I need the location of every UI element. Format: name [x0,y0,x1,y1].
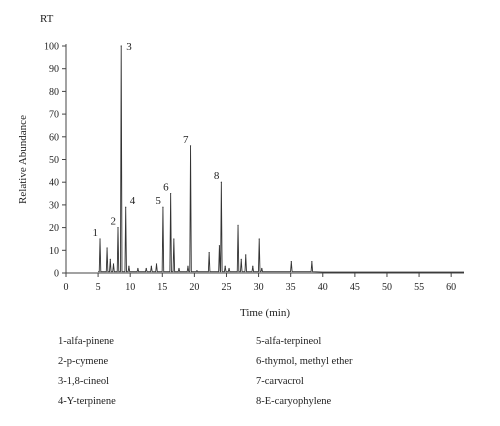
peak-point [245,254,247,256]
legend-entry: 4-Y-terpinene [58,396,116,407]
legend-entry: 6-thymol, methyl ether [256,356,353,367]
peak-label-6: 6 [163,182,169,194]
peak-label-3: 3 [126,41,132,53]
peak-point [258,238,260,240]
x-tick-label: 10 [125,282,135,293]
chromatogram-chart: 0 10 20 30 40 50 60 70 80 90 100 0 5 10 15 20 25 30 35 40 45… [17,13,464,319]
compound-legend: 1-alfa-pinene 2-p-cymene 3-1,8-cineol 4-Y-t… [58,336,478,416]
peak-point [162,206,164,208]
x-tick-label: 20 [189,282,199,293]
peak-point [145,267,147,270]
peak-label-2: 2 [110,216,116,228]
chromatogram-trace [98,45,464,273]
legend-entry: 3-1,8-cineol [58,376,110,387]
peak-label-1: 1 [93,227,99,239]
peak-point [311,261,313,263]
peak-point [128,265,130,267]
peak-point [237,224,239,226]
legend-entry: 5-alfa-terpineol [256,336,322,347]
x-tick-label: 40 [318,282,328,293]
legend-entry: 2-p-cymene [58,356,109,367]
peak-point [220,181,222,183]
peak-label-5: 5 [155,195,161,207]
peak-point [189,145,192,147]
peak-point [150,265,152,267]
peak-point [261,267,263,270]
y-tick-label: 0 [54,269,59,280]
peak-point [99,238,101,240]
x-tick-label: 0 [64,282,69,293]
y-tick-label: 60 [49,132,59,143]
x-tick-label: 45 [350,282,360,293]
peak-point [228,267,230,270]
peak-label-7: 7 [183,134,189,146]
x-tick-label: 5 [96,282,101,293]
corner-rt-label: RT [40,13,54,25]
y-tick-label: 20 [49,223,59,234]
peak-label-4: 4 [130,195,136,207]
peak-point [224,265,226,267]
peak-point [112,263,115,265]
legend-entry: 8-E-caryophylene [256,396,332,407]
peak-point [208,251,210,254]
legend-entry: 7-carvacrol [256,376,304,387]
peak-point [218,245,221,247]
peak-label-8: 8 [214,170,220,182]
peak-point [173,238,175,240]
peak-point [170,192,172,195]
peak-point [252,265,254,267]
peak-point [240,258,242,260]
y-tick-label: 40 [49,178,59,189]
y-tick-label: 30 [49,200,59,211]
x-tick-label: 35 [286,282,296,293]
peak-point [187,265,189,267]
x-tick-label: 25 [221,282,231,293]
y-tick-label: 50 [49,155,59,166]
peak-point [137,267,139,270]
peak-point [109,258,111,260]
x-axis-title: Time (min) [240,307,290,319]
x-tick-label: 30 [254,282,264,293]
peak-point [106,247,108,249]
peak-point [155,263,158,265]
y-tick-label: 70 [49,110,59,121]
peak-point [178,267,180,270]
peak-point [117,227,119,229]
y-tick-label: 80 [49,87,59,98]
y-tick-label: 10 [49,246,59,257]
peak-point [290,261,292,263]
peak-point [120,45,122,47]
x-tick-label: 15 [157,282,167,293]
x-tick-label: 50 [382,282,392,293]
legend-entry: 1-alfa-pinene [58,336,114,347]
y-tick-label: 100 [44,42,59,53]
x-tick-label: 55 [414,282,424,293]
x-tick-label: 60 [446,282,456,293]
peak-point [196,270,198,272]
peak-point [125,206,127,208]
y-tick-label: 90 [49,64,59,75]
y-axis-title: Relative Abundance [17,115,29,204]
